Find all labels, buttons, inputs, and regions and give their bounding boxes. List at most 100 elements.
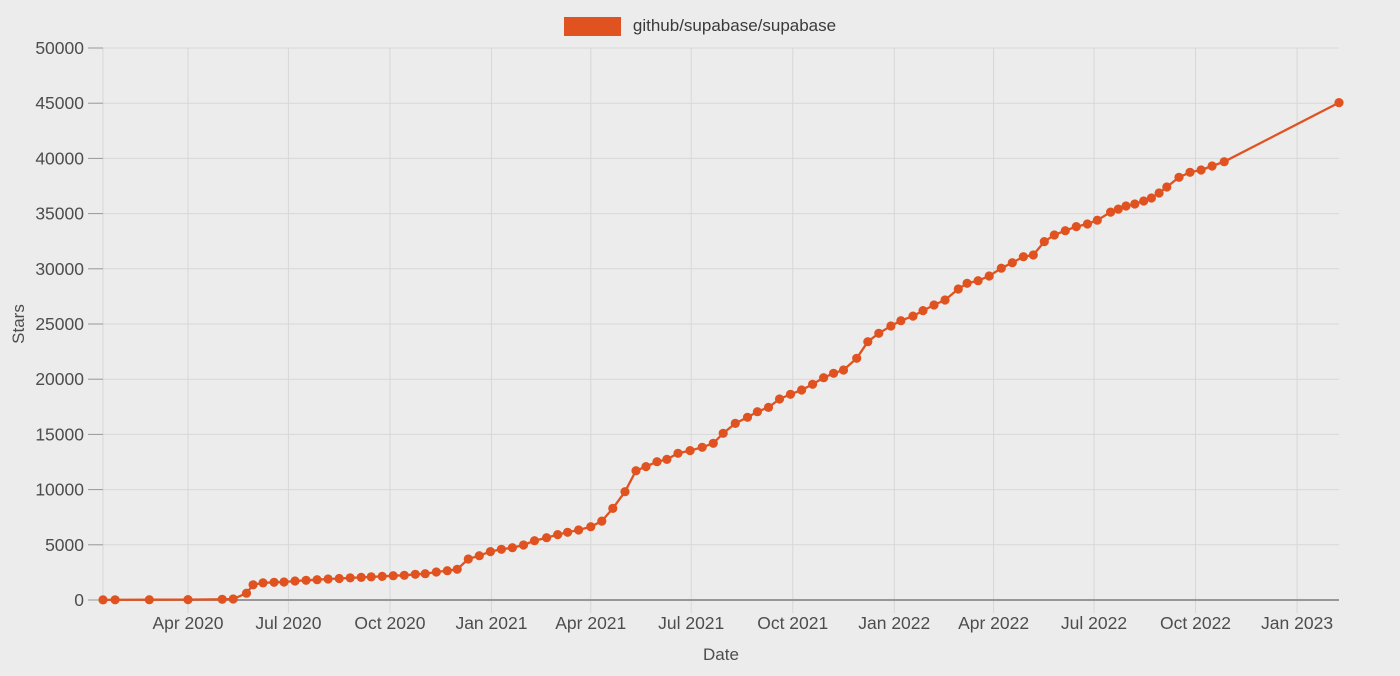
data-point[interactable] <box>984 271 994 281</box>
data-point[interactable] <box>1071 222 1081 232</box>
data-point[interactable] <box>863 337 873 347</box>
data-point[interactable] <box>586 522 596 532</box>
data-point[interactable] <box>399 570 409 580</box>
data-point[interactable] <box>258 578 268 588</box>
data-point[interactable] <box>763 402 774 412</box>
data-point[interactable] <box>366 572 376 582</box>
data-point[interactable] <box>518 540 529 550</box>
data-point[interactable] <box>962 278 972 288</box>
data-point[interactable] <box>356 572 366 583</box>
data-point[interactable] <box>323 574 333 584</box>
legend-item[interactable]: github/supabase/supabase <box>0 14 1400 38</box>
data-point[interactable] <box>1018 252 1028 262</box>
data-point[interactable] <box>1196 165 1206 175</box>
data-point[interactable] <box>1146 193 1156 203</box>
data-point[interactable] <box>1113 204 1123 214</box>
data-point[interactable] <box>1092 215 1102 225</box>
data-point[interactable] <box>431 567 441 577</box>
data-point[interactable] <box>388 571 398 581</box>
data-point[interactable] <box>886 321 896 331</box>
data-point[interactable] <box>1174 172 1184 182</box>
data-point[interactable] <box>241 588 252 598</box>
data-point[interactable] <box>279 577 289 587</box>
data-point[interactable] <box>1007 258 1017 268</box>
data-point[interactable] <box>529 536 540 546</box>
data-point[interactable] <box>1334 98 1344 108</box>
data-point[interactable] <box>269 577 279 587</box>
data-point[interactable] <box>1154 188 1164 198</box>
data-point[interactable] <box>563 527 573 537</box>
data-point[interactable] <box>345 573 355 583</box>
data-point[interactable] <box>673 448 683 458</box>
data-point[interactable] <box>1219 157 1229 167</box>
data-point[interactable] <box>1028 250 1038 260</box>
data-point[interactable] <box>819 373 829 383</box>
data-point[interactable] <box>908 311 918 321</box>
data-point[interactable] <box>852 353 862 363</box>
data-point[interactable] <box>718 428 728 438</box>
data-point[interactable] <box>829 368 839 378</box>
data-point[interactable] <box>1185 167 1195 177</box>
data-point[interactable] <box>420 569 430 579</box>
data-point[interactable] <box>217 594 227 604</box>
data-point[interactable] <box>918 306 928 316</box>
data-point[interactable] <box>507 543 517 553</box>
data-point[interactable] <box>452 564 462 574</box>
data-point[interactable] <box>574 525 584 535</box>
data-point[interactable] <box>797 385 807 395</box>
data-point[interactable] <box>620 487 630 497</box>
data-point[interactable] <box>248 580 258 590</box>
data-point[interactable] <box>98 595 108 605</box>
data-point[interactable] <box>442 566 452 576</box>
data-point[interactable] <box>1049 230 1059 240</box>
data-point[interactable] <box>312 575 322 585</box>
data-point[interactable] <box>874 328 884 338</box>
data-point[interactable] <box>708 438 718 448</box>
data-point[interactable] <box>1039 237 1049 247</box>
data-point[interactable] <box>228 594 238 604</box>
data-point[interactable] <box>1121 201 1131 211</box>
data-point[interactable] <box>1082 219 1092 229</box>
data-point[interactable] <box>542 533 552 543</box>
data-point[interactable] <box>808 379 818 389</box>
data-point[interactable] <box>110 595 120 605</box>
data-point[interactable] <box>485 547 495 557</box>
data-point[interactable] <box>652 457 662 467</box>
data-point[interactable] <box>463 554 473 564</box>
data-point[interactable] <box>597 516 607 526</box>
data-point[interactable] <box>742 412 753 422</box>
data-point[interactable] <box>785 389 796 399</box>
data-point[interactable] <box>496 544 506 554</box>
data-point[interactable] <box>183 595 193 605</box>
data-point[interactable] <box>608 503 618 513</box>
data-point[interactable] <box>685 446 695 456</box>
data-point[interactable] <box>730 418 740 428</box>
data-point[interactable] <box>631 466 641 476</box>
data-point[interactable] <box>301 575 311 585</box>
data-point[interactable] <box>973 276 983 286</box>
data-point[interactable] <box>662 454 672 464</box>
data-point[interactable] <box>697 442 707 452</box>
data-point[interactable] <box>929 300 939 310</box>
data-point[interactable] <box>1060 226 1070 236</box>
data-point[interactable] <box>377 571 387 582</box>
data-point[interactable] <box>641 462 651 472</box>
data-point[interactable] <box>1139 196 1149 206</box>
data-point[interactable] <box>474 551 484 561</box>
data-point[interactable] <box>410 569 420 579</box>
data-point[interactable] <box>752 407 763 417</box>
data-point[interactable] <box>290 576 300 586</box>
data-point[interactable] <box>144 595 154 605</box>
data-point[interactable] <box>953 284 963 294</box>
data-point[interactable] <box>838 365 849 375</box>
data-point[interactable] <box>774 394 785 404</box>
data-point[interactable] <box>1106 207 1116 217</box>
data-point[interactable] <box>553 530 563 540</box>
data-point[interactable] <box>996 263 1006 273</box>
data-point[interactable] <box>1130 199 1140 209</box>
data-point[interactable] <box>1162 182 1172 192</box>
data-point[interactable] <box>334 573 344 584</box>
data-point[interactable] <box>940 295 950 305</box>
data-point[interactable] <box>896 316 906 326</box>
data-point[interactable] <box>1207 161 1217 171</box>
